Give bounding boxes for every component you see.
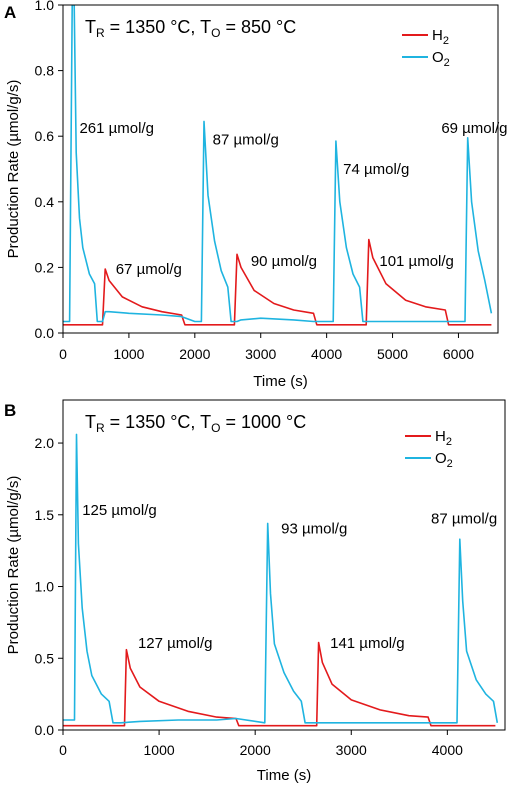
yield-annotation: 93 µmol/g [281,520,347,537]
x-tick-label: 0 [59,346,67,362]
yield-annotation: 101 µmol/g [379,253,454,270]
legend-label: O2 [435,450,453,470]
x-tick-label: 6000 [443,346,474,362]
condition-text: TR = 1350 °C, TO = 850 °C [85,17,296,40]
y-tick-label: 0.0 [35,325,55,341]
legend-label-sub: 2 [446,436,452,448]
y-tick-label: 0.6 [35,128,55,144]
x-axis-label: Time (s) [253,373,307,390]
yield-annotation: 90 µmol/g [251,253,317,270]
condition-sub-r: R [96,26,105,40]
series-line-h2 [63,641,496,727]
legend-label-base: H [435,428,446,445]
yield-annotation: 141 µmol/g [330,635,405,652]
x-axis-label: Time (s) [257,767,311,784]
series-line-o2 [63,433,499,724]
yield-annotation: 127 µmol/g [138,635,213,652]
y-tick-label: 0.8 [35,63,55,79]
yield-annotation: 67 µmol/g [116,261,182,278]
legend-label-sub: 2 [447,458,453,470]
panel-label: B [4,401,16,420]
y-tick-label: 1.0 [35,579,55,595]
legend-label-base: H [432,27,443,44]
yield-annotation: 125 µmol/g [82,502,157,519]
x-tick-label: 1000 [113,346,144,362]
legend-label-base: O [435,450,447,467]
y-tick-label: 1.0 [35,0,55,13]
x-tick-label: 4000 [311,346,342,362]
condition-value-o: = 1000 °C [220,412,306,432]
x-tick-label: 0 [59,742,67,758]
condition-t-letter: T [85,412,96,432]
condition-value-r: = 1350 °C, T [105,17,211,37]
y-axis-label: Production Rate (µmol/g/s) [5,476,22,655]
condition-sub-r: R [96,421,105,435]
yield-annotation: 87 µmol/g [213,131,279,148]
x-tick-label: 1000 [144,742,175,758]
plot-frame [62,399,506,731]
x-tick-label: 2000 [240,742,271,758]
y-axis-label: Production Rate (µmol/g/s) [5,80,22,259]
legend-label: H2 [432,27,449,47]
yield-annotation: 87 µmol/g [431,510,497,527]
y-tick-label: 1.5 [35,507,55,523]
yield-annotation: 261 µmol/g [79,120,154,137]
x-tick-label: 3000 [336,742,367,758]
y-tick-label: 0.4 [35,194,55,210]
panel-label: A [4,3,16,22]
x-tick-label: 3000 [245,346,276,362]
condition-value-o: = 850 °C [220,17,296,37]
series-line-h2 [63,238,492,326]
y-tick-label: 0.5 [35,650,55,666]
yield-annotation: 74 µmol/g [343,161,409,178]
series-line-o2 [63,5,493,323]
legend-label: O2 [432,49,450,69]
y-tick-label: 0.2 [35,259,55,275]
legend-label-sub: 2 [444,57,450,69]
yield-annotation: 69 µmol/g [441,120,507,137]
panel-a: 0 1000 2000 3000 4000 5000 6000 0.0 0.2 0.4 0.6 0.8… [4,0,508,390]
plot-frame [62,4,499,334]
y-tick-label: 0.0 [35,722,55,738]
legend-label: H2 [435,428,452,448]
legend-label-sub: 2 [443,35,449,47]
condition-t-letter: T [85,17,96,37]
panel-b: 0 1000 2000 3000 4000 0.0 0.5 1.0 1.5 2.0 Time (s)… [4,399,506,784]
condition-sub-o: O [211,26,220,40]
y-tick-label: 2.0 [35,435,55,451]
condition-value-r: = 1350 °C, T [105,412,211,432]
x-tick-label: 2000 [179,346,210,362]
condition-sub-o: O [211,421,220,435]
legend-label-base: O [432,49,444,66]
x-tick-label: 4000 [432,742,463,758]
x-tick-label: 5000 [377,346,408,362]
condition-text: TR = 1350 °C, TO = 1000 °C [85,412,306,435]
